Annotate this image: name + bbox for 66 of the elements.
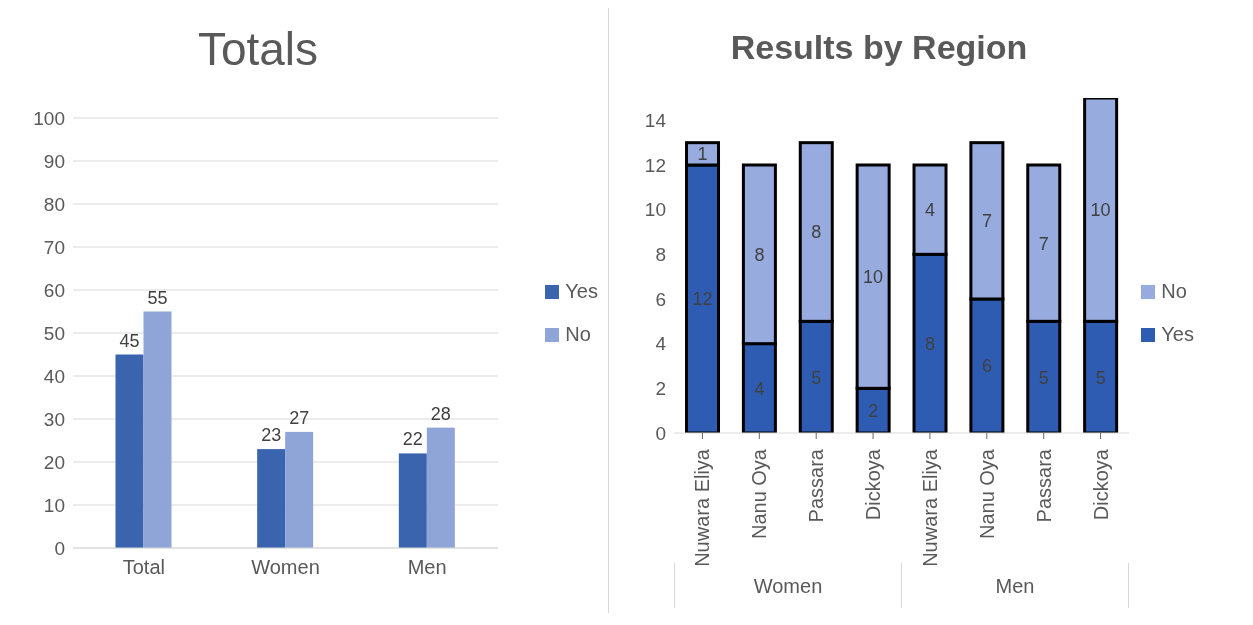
bar — [115, 354, 144, 548]
data-label: 55 — [147, 287, 168, 308]
x-tick-label: Nanu Oya — [748, 448, 771, 540]
chart-title: Totals — [196, 22, 320, 77]
y-tick-label: 10 — [644, 199, 666, 221]
x-tick-label: Nuwara Eliya — [691, 448, 714, 567]
text: Men — [995, 575, 1035, 597]
data-label: 5 — [811, 367, 822, 388]
data-label: 23 — [261, 425, 282, 446]
data-label: 2 — [868, 401, 879, 422]
x-tick-label: Passara — [1032, 448, 1055, 523]
data-label: 8 — [811, 222, 822, 243]
data-label: 8 — [754, 244, 765, 265]
bar — [285, 431, 314, 548]
y-tick-label: 0 — [655, 422, 666, 444]
data-label: 22 — [402, 429, 423, 450]
y-tick-label: 20 — [43, 451, 65, 473]
y-tick-label: 6 — [655, 288, 666, 310]
text: Women — [753, 575, 823, 597]
data-label: 10 — [863, 267, 884, 288]
legend-label: No — [565, 323, 591, 347]
y-tick-label: 12 — [644, 154, 666, 176]
legend-label: Yes — [1161, 323, 1194, 347]
data-label: 4 — [925, 200, 936, 221]
data-label: 5 — [1038, 367, 1049, 388]
data-label: 8 — [925, 334, 936, 355]
data-label: 6 — [981, 356, 992, 377]
bar — [257, 449, 286, 548]
x-tick-label: Men — [407, 556, 447, 578]
x-tick-label: Dickoya — [862, 448, 885, 521]
bar — [426, 427, 455, 548]
data-label: 10 — [1090, 200, 1111, 221]
y-tick-label: 50 — [43, 322, 65, 344]
x-tick-label: Women — [251, 556, 320, 578]
chart-title: Results by Region — [729, 27, 1029, 68]
data-label: 28 — [430, 403, 451, 424]
legend-label: No — [1161, 280, 1187, 304]
y-tick-label: 8 — [655, 244, 666, 266]
y-tick-label: 70 — [43, 236, 65, 258]
y-tick-label: 2 — [655, 378, 666, 400]
y-tick-label: 30 — [43, 408, 65, 430]
data-label: 27 — [289, 407, 310, 428]
x-tick-label: Passara — [805, 448, 828, 523]
data-label: 5 — [1095, 367, 1106, 388]
x-tick-label: Nuwara Eliya — [918, 448, 941, 567]
data-label: 1 — [697, 144, 708, 165]
bar — [143, 311, 172, 548]
y-tick-label: 14 — [644, 110, 667, 132]
data-label: 7 — [981, 211, 992, 232]
y-tick-label: 100 — [33, 107, 65, 129]
y-tick-label: 90 — [43, 150, 65, 172]
y-tick-label: 80 — [43, 193, 65, 215]
bar — [398, 453, 427, 548]
y-tick-label: 60 — [43, 279, 65, 301]
y-tick-label: 10 — [43, 494, 65, 516]
data-label: 45 — [119, 330, 140, 351]
x-tick-label: Dickoya — [1089, 448, 1112, 521]
x-tick-label: Nanu Oya — [975, 448, 998, 540]
y-tick-label: 4 — [655, 333, 667, 355]
legend-label: Yes — [565, 280, 598, 304]
data-label: 12 — [692, 289, 713, 310]
y-tick-label: 0 — [54, 537, 65, 559]
data-label: 4 — [754, 378, 765, 399]
data-label: 7 — [1038, 233, 1049, 254]
y-tick-label: 40 — [43, 365, 65, 387]
x-tick-label: Total — [122, 556, 165, 578]
